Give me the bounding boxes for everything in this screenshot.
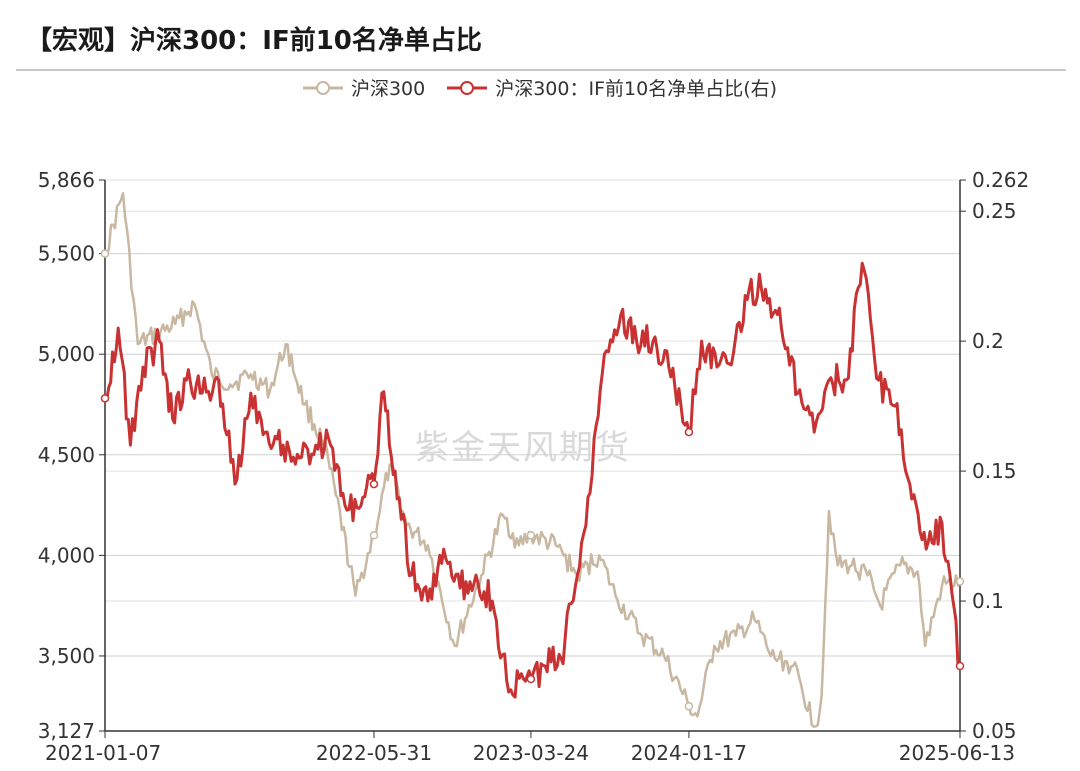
y-right-tick-label: 0.1	[972, 589, 1004, 613]
legend-item-if-ratio[interactable]: 沪深300：IF前10名净单占比(右)	[447, 74, 777, 101]
legend: 沪深300 沪深300：IF前10名净单占比(右)	[0, 74, 1080, 101]
y-left-tick-label: 5,866	[38, 168, 95, 192]
y-left-tick-label: 5,000	[38, 342, 95, 366]
x-tick-label: 2025-06-13	[899, 741, 1015, 765]
marker-if-ratio	[369, 479, 379, 489]
marker-if-ratio	[100, 394, 110, 403]
marker-hs300	[955, 577, 965, 586]
marker-hs300	[684, 702, 694, 711]
x-tick-label: 2024-01-17	[631, 741, 747, 765]
y-right-tick-label: 0.2	[972, 329, 1004, 353]
y-left-tick-label: 3,127	[38, 719, 95, 743]
y-right-tick-label: 0.262	[972, 168, 1029, 192]
legend-swatch-if-ratio	[447, 80, 488, 95]
y-right-tick-label: 0.25	[972, 199, 1017, 223]
marker-hs300	[100, 249, 110, 258]
legend-label-hs300: 沪深300	[350, 78, 426, 100]
x-tick-label: 2022-05-31	[316, 741, 432, 765]
x-tick-label: 2021-01-07	[45, 741, 161, 765]
marker-hs300	[526, 531, 536, 540]
marker-if-ratio	[955, 661, 965, 671]
x-tick-label: 2023-03-24	[473, 741, 589, 765]
legend-item-hs300[interactable]: 沪深300	[302, 74, 426, 101]
marker-hs300	[369, 531, 379, 540]
legend-label-if-ratio: 沪深300：IF前10名净单占比(右)	[495, 78, 778, 100]
legend-swatch-hs300	[302, 80, 343, 95]
y-left-tick-label: 3,500	[38, 644, 95, 668]
marker-if-ratio	[684, 427, 694, 437]
series-line-if-ratio	[104, 261, 960, 699]
y-right-tick-label: 0.05	[972, 719, 1017, 743]
marker-if-ratio	[526, 674, 536, 684]
y-left-tick-label: 5,500	[38, 242, 95, 266]
title-divider	[16, 69, 1066, 71]
y-left-tick-label: 4,000	[38, 543, 95, 567]
y-left-tick-label: 4,500	[38, 443, 95, 467]
y-right-tick-label: 0.15	[972, 459, 1017, 483]
chart-title: 【宏观】沪深300：IF前10名净单占比	[26, 26, 482, 56]
